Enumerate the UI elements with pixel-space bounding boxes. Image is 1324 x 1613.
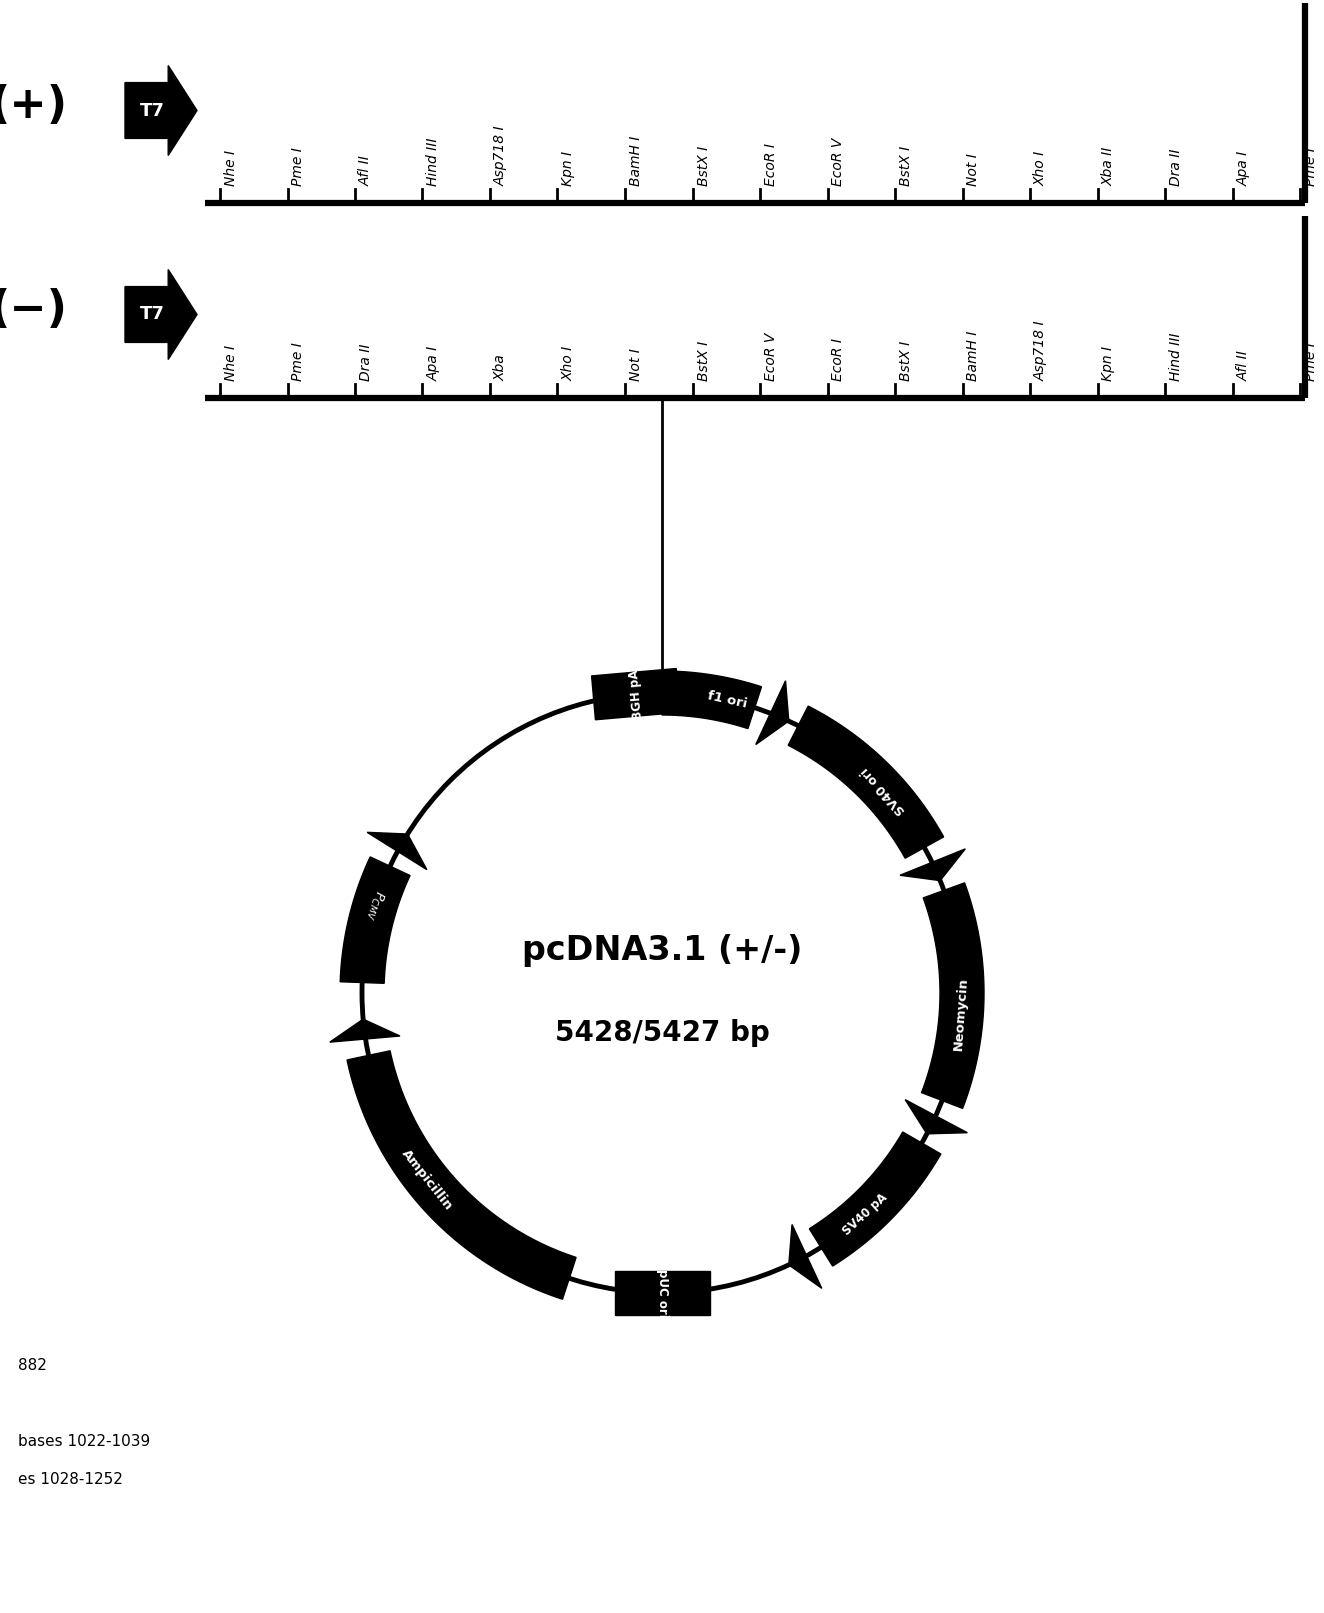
Polygon shape <box>340 857 410 984</box>
Polygon shape <box>614 1271 710 1315</box>
Text: (−): (−) <box>0 289 68 331</box>
Text: Hind III: Hind III <box>426 137 441 185</box>
Text: 882: 882 <box>19 1358 46 1373</box>
Text: Afl II: Afl II <box>359 155 373 185</box>
Text: SV40 pA: SV40 pA <box>839 1190 890 1237</box>
Polygon shape <box>756 681 789 745</box>
Text: Xba II: Xba II <box>1102 147 1116 185</box>
Polygon shape <box>922 882 984 1108</box>
Text: Asp718 I: Asp718 I <box>494 126 508 185</box>
Text: Apa I: Apa I <box>426 345 441 381</box>
Text: Hind III: Hind III <box>1169 332 1184 381</box>
Text: EcoR I: EcoR I <box>764 144 779 185</box>
Text: BstX I: BstX I <box>696 145 711 185</box>
Text: BamH I: BamH I <box>629 135 643 185</box>
Text: BamH I: BamH I <box>967 331 981 381</box>
Text: (+): (+) <box>0 84 68 127</box>
Text: pcDNA3.1 (+/-): pcDNA3.1 (+/-) <box>522 934 802 968</box>
Text: Dra II: Dra II <box>1169 148 1184 185</box>
Polygon shape <box>124 269 197 360</box>
Text: Not I: Not I <box>629 348 643 381</box>
Text: 5428/5427 bp: 5428/5427 bp <box>555 1019 769 1047</box>
Text: Dra II: Dra II <box>359 344 373 381</box>
Text: Nhe I: Nhe I <box>224 150 238 185</box>
Text: EcoR I: EcoR I <box>831 339 846 381</box>
Text: BstX I: BstX I <box>899 340 914 381</box>
Text: Xho I: Xho I <box>561 345 576 381</box>
Text: $P_{CMV}$: $P_{CMV}$ <box>363 889 387 923</box>
Polygon shape <box>789 1224 822 1289</box>
Text: EcoR V: EcoR V <box>764 332 779 381</box>
Text: BstX I: BstX I <box>696 340 711 381</box>
Polygon shape <box>330 1019 400 1042</box>
Text: Xho I: Xho I <box>1034 150 1049 185</box>
Text: Neomycin: Neomycin <box>952 977 970 1052</box>
Text: Xba: Xba <box>494 355 508 381</box>
Text: f1 ori: f1 ori <box>706 689 748 711</box>
Text: pUC ori: pUC ori <box>655 1269 669 1318</box>
Text: BGH pA: BGH pA <box>628 668 645 719</box>
Text: Not I: Not I <box>967 153 981 185</box>
Polygon shape <box>788 706 944 858</box>
Polygon shape <box>347 1050 576 1298</box>
Text: T7: T7 <box>140 102 164 119</box>
Text: Nhe I: Nhe I <box>224 345 238 381</box>
Polygon shape <box>367 832 426 869</box>
Text: es 1028-1252: es 1028-1252 <box>19 1473 123 1487</box>
Polygon shape <box>662 671 761 729</box>
Polygon shape <box>900 848 965 881</box>
Text: Asp718 I: Asp718 I <box>1034 321 1049 381</box>
Text: SV40 ori: SV40 ori <box>858 765 908 816</box>
Text: Apa I: Apa I <box>1237 150 1250 185</box>
Text: Kpn I: Kpn I <box>561 152 576 185</box>
Text: Pme I: Pme I <box>291 342 306 381</box>
Text: BstX I: BstX I <box>899 145 914 185</box>
Text: Kpn I: Kpn I <box>1102 345 1116 381</box>
Text: Afl II: Afl II <box>1237 350 1250 381</box>
Polygon shape <box>124 66 197 155</box>
Text: Ampicillin: Ampicillin <box>399 1147 455 1213</box>
Text: Pme I: Pme I <box>1304 342 1317 381</box>
Text: T7: T7 <box>140 305 164 324</box>
Text: Pme I: Pme I <box>1304 147 1317 185</box>
Text: bases 1022-1039: bases 1022-1039 <box>19 1434 150 1448</box>
Text: EcoR V: EcoR V <box>831 137 846 185</box>
Polygon shape <box>592 668 681 719</box>
Text: Pme I: Pme I <box>291 147 306 185</box>
Polygon shape <box>809 1132 941 1266</box>
Polygon shape <box>906 1100 968 1134</box>
